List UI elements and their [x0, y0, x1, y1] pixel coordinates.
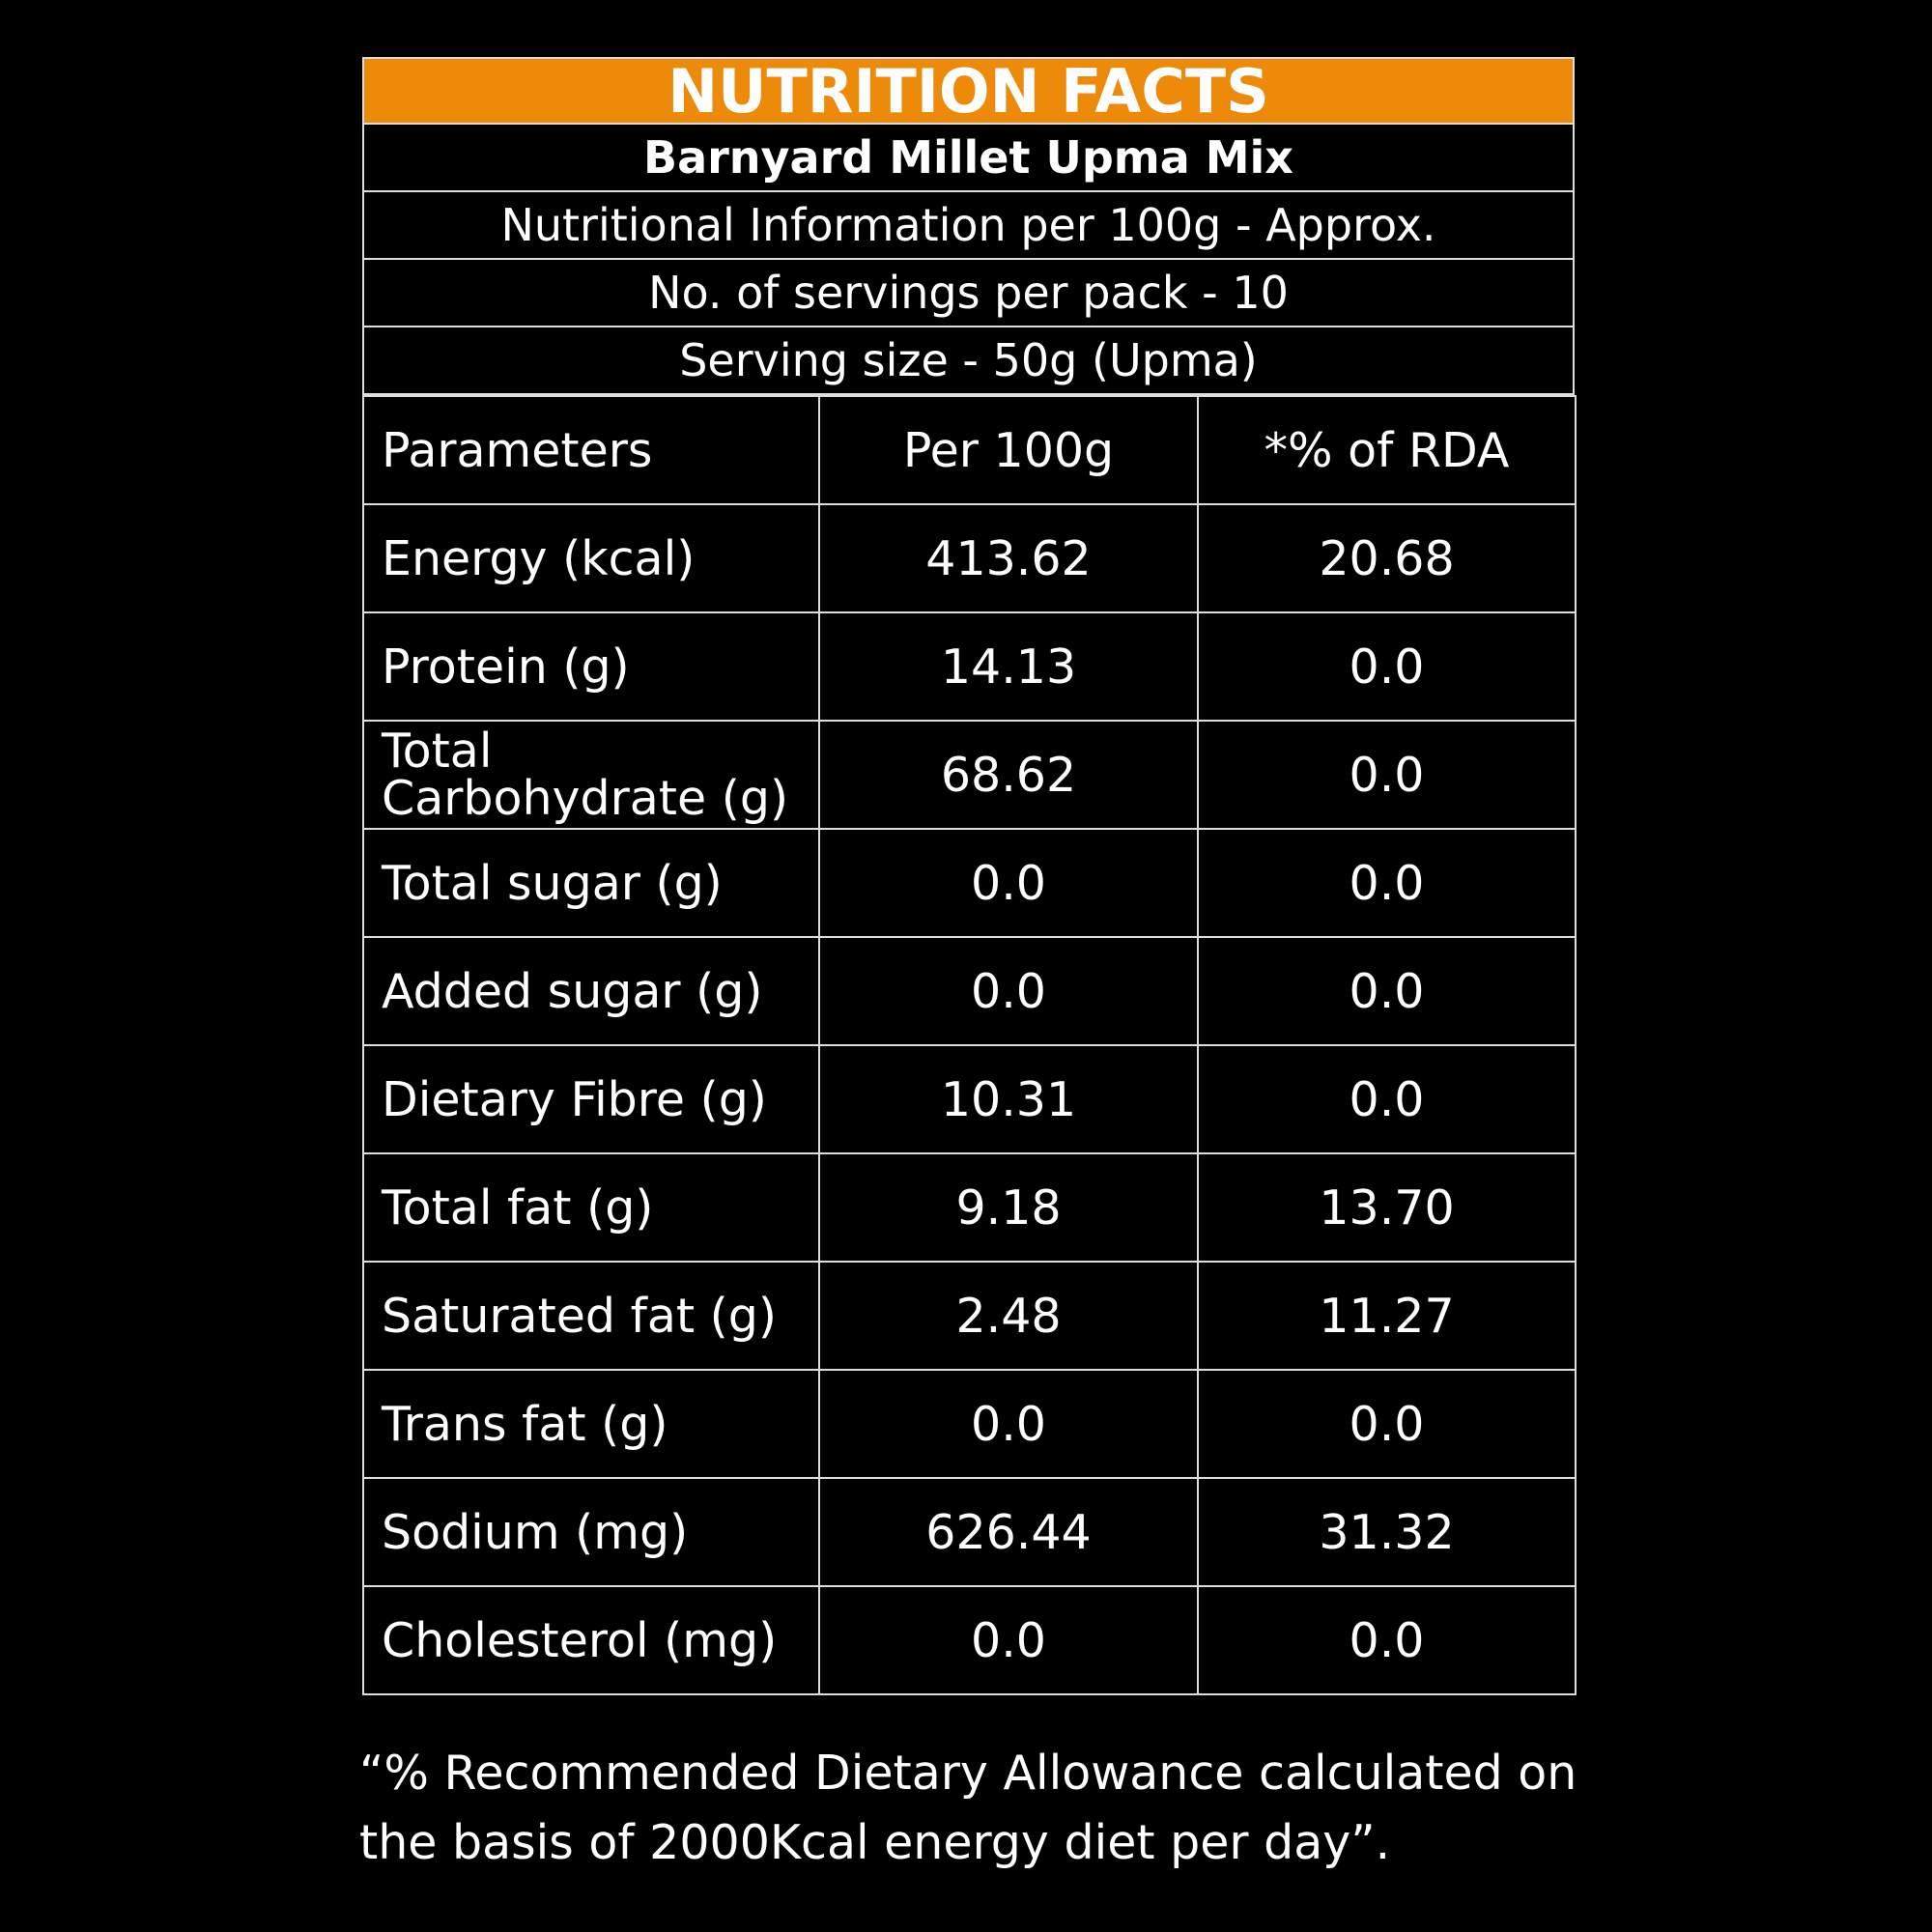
table-row: Sodium (mg) 626.44 31.32 [362, 1477, 1577, 1587]
per-100g-cell: 0.0 [818, 936, 1199, 1046]
rda-footnote: “% Recommended Dietary Allowance calcula… [359, 1746, 1577, 1870]
table-row: Total Carbohydrate (g) 68.62 0.0 [362, 720, 1577, 830]
parameter-cell: Total sugar (g) [362, 828, 820, 938]
nutrition-table: Parameters Per 100g *% of RDA Energy (kc… [362, 395, 1577, 1695]
per-100g-cell: 0.0 [818, 1585, 1199, 1695]
parameter-cell: Dietary Fibre (g) [362, 1044, 820, 1154]
info-line-serving-size: Serving size - 50g (Upma) [362, 327, 1575, 395]
parameter-cell: Cholesterol (mg) [362, 1585, 820, 1695]
parameter-cell: Total fat (g) [362, 1152, 820, 1263]
rda-cell: 0.0 [1197, 1044, 1577, 1154]
per-100g-cell: 9.18 [818, 1152, 1199, 1263]
per-100g-cell: 2.48 [818, 1261, 1199, 1371]
rda-cell: 0.0 [1197, 611, 1577, 722]
rda-cell: 20.68 [1197, 503, 1577, 613]
per-100g-cell: 0.0 [818, 828, 1199, 938]
parameter-cell: Sodium (mg) [362, 1477, 820, 1587]
header-parameters: Parameters [362, 395, 820, 505]
header-per-100g: Per 100g [818, 395, 1199, 505]
table-row: Added sugar (g) 0.0 0.0 [362, 936, 1577, 1046]
parameter-cell: Added sugar (g) [362, 936, 820, 1046]
parameter-cell: Saturated fat (g) [362, 1261, 820, 1371]
header-rda: *% of RDA [1197, 395, 1577, 505]
per-100g-cell: 413.62 [818, 503, 1199, 613]
rda-cell: 0.0 [1197, 1585, 1577, 1695]
per-100g-cell: 626.44 [818, 1477, 1199, 1587]
nutrition-facts-panel: NUTRITION FACTS Barnyard Millet Upma Mix… [362, 56, 1577, 1695]
per-100g-cell: 14.13 [818, 611, 1199, 722]
per-100g-cell: 68.62 [818, 720, 1199, 830]
rda-cell: 0.0 [1197, 720, 1577, 830]
parameter-cell: Total Carbohydrate (g) [362, 720, 820, 830]
table-row: Energy (kcal) 413.62 20.68 [362, 503, 1577, 613]
table-row: Cholesterol (mg) 0.0 0.0 [362, 1585, 1577, 1695]
info-line-servings: No. of servings per pack - 10 [362, 260, 1575, 327]
table-row: Total sugar (g) 0.0 0.0 [362, 828, 1577, 938]
nutrition-facts-title: NUTRITION FACTS [362, 56, 1575, 127]
info-line-per-100g: Nutritional Information per 100g - Appro… [362, 192, 1575, 260]
table-row: Total fat (g) 9.18 13.70 [362, 1152, 1577, 1263]
rda-cell: 0.0 [1197, 1369, 1577, 1479]
rda-cell: 0.0 [1197, 828, 1577, 938]
parameter-cell: Protein (g) [362, 611, 820, 722]
parameter-cell: Trans fat (g) [362, 1369, 820, 1479]
rda-cell: 13.70 [1197, 1152, 1577, 1263]
table-row: Trans fat (g) 0.0 0.0 [362, 1369, 1577, 1479]
rda-cell: 0.0 [1197, 936, 1577, 1046]
rda-cell: 31.32 [1197, 1477, 1577, 1587]
rda-cell: 11.27 [1197, 1261, 1577, 1371]
table-row: Saturated fat (g) 2.48 11.27 [362, 1261, 1577, 1371]
table-header-row: Parameters Per 100g *% of RDA [362, 395, 1577, 505]
per-100g-cell: 10.31 [818, 1044, 1199, 1154]
per-100g-cell: 0.0 [818, 1369, 1199, 1479]
product-name: Barnyard Millet Upma Mix [362, 125, 1575, 192]
table-row: Protein (g) 14.13 0.0 [362, 611, 1577, 722]
table-row: Dietary Fibre (g) 10.31 0.0 [362, 1044, 1577, 1154]
parameter-cell: Energy (kcal) [362, 503, 820, 613]
